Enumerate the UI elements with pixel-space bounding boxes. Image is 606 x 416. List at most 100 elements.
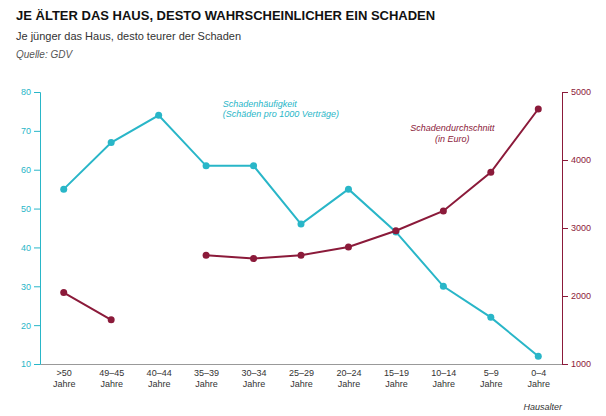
marks	[60, 106, 542, 360]
text-line: Jahre	[100, 379, 123, 389]
x-tick: 10–14Jahre	[431, 364, 456, 389]
series-label: Schadenhäufigkeit(Schäden pro 1000 Vert…	[223, 99, 339, 120]
text-line: >50	[57, 368, 72, 378]
y-tick-label: 40	[21, 243, 31, 253]
x-tick: 5–9Jahre	[480, 364, 503, 389]
x-tick-label: 20–24Jahre	[336, 368, 361, 389]
point	[298, 221, 305, 228]
tick-mark	[562, 160, 568, 161]
point	[250, 255, 257, 262]
text-line: 5–9	[484, 368, 499, 378]
point	[535, 353, 542, 360]
x-tick-label: 0–4Jahre	[528, 368, 551, 389]
text-line: Schadendurchschnitt	[410, 123, 495, 133]
point	[535, 106, 542, 113]
x-tick-label: 15–19Jahre	[384, 368, 409, 389]
text-line: 35–39	[194, 368, 219, 378]
text-line: (in Euro)	[435, 134, 470, 144]
x-tick-label: 30–34Jahre	[242, 368, 267, 389]
text-line: 10–14	[431, 368, 456, 378]
point	[203, 252, 210, 259]
y2-tick-label: 1000	[571, 359, 591, 369]
y-tick: 40	[21, 243, 40, 253]
point	[108, 139, 115, 146]
axis-line	[563, 93, 569, 365]
text-line: 49–45	[99, 368, 124, 378]
point	[345, 244, 352, 251]
plot: >50Jahre49–45Jahre40–44Jahre35–39Jahre30…	[21, 87, 591, 389]
x-tick: >50Jahre	[53, 364, 76, 389]
title: JE ÄLTER DAS HAUS, DESTO WAHRSCHEINLICHE…	[16, 8, 435, 23]
x-tick-label: 49–45Jahre	[99, 368, 124, 389]
y-tick-label: 30	[21, 282, 31, 292]
y2-tick: 1000	[562, 359, 591, 369]
text-line: Jahre	[338, 379, 361, 389]
y2-tick: 5000	[562, 87, 591, 97]
text-line: 20–24	[336, 368, 361, 378]
point	[440, 283, 447, 290]
point	[108, 316, 115, 323]
series-label: Schadendurchschnitt(in Euro)	[410, 123, 495, 144]
point	[487, 169, 494, 176]
y-tick: 70	[21, 126, 40, 136]
x-tick: 15–19Jahre	[384, 364, 409, 389]
y-tick: 20	[21, 321, 40, 331]
point	[487, 314, 494, 321]
y2-tick-label: 2000	[571, 291, 591, 301]
y2-tick: 3000	[562, 223, 591, 233]
x-tick: 0–4Jahre	[528, 364, 551, 389]
text-line: Jahre	[385, 379, 408, 389]
x-tick-label: >50Jahre	[53, 368, 76, 389]
tick-mark	[34, 247, 40, 248]
tick-mark	[34, 325, 40, 326]
x-axis-title: Hausalter	[523, 402, 563, 412]
y-axis-left: 10 20 30 40 50 60 70 80	[21, 87, 41, 369]
x-tick: 49–45Jahre	[99, 364, 124, 389]
series-line	[64, 115, 539, 356]
x-tick: 30–34Jahre	[242, 364, 267, 389]
axis-line	[41, 364, 563, 365]
text-line: (Schäden pro 1000 Verträge)	[223, 109, 339, 119]
subtitle: Je jünger das Haus, desto teurer der Sch…	[16, 30, 241, 42]
y-tick: 30	[21, 282, 40, 292]
text-line: Jahre	[195, 379, 218, 389]
x-tick: 40–44Jahre	[147, 364, 172, 389]
point	[440, 208, 447, 215]
chart: JE ÄLTER DAS HAUS, DESTO WAHRSCHEINLICHE…	[0, 0, 606, 416]
y-tick-label: 70	[21, 126, 31, 136]
text-line: 30–34	[242, 368, 267, 378]
text-line: Jahre	[243, 379, 266, 389]
tick-mark	[34, 92, 40, 93]
text-line: 15–19	[384, 368, 409, 378]
text-line: 25–29	[289, 368, 314, 378]
y-tick-label: 50	[21, 204, 31, 214]
text-line: Jahre	[148, 379, 171, 389]
point	[345, 186, 352, 193]
y-tick: 80	[21, 87, 40, 97]
text-line: 0–4	[531, 368, 546, 378]
x-tick-label: 25–29Jahre	[289, 368, 314, 389]
x-tick-label: 10–14Jahre	[431, 368, 456, 389]
tick-mark	[34, 286, 40, 287]
tick-mark	[34, 209, 40, 210]
point	[60, 289, 67, 296]
point	[250, 162, 257, 169]
y-tick: 50	[21, 204, 40, 214]
source: Quelle: GDV	[16, 49, 73, 60]
y2-tick: 2000	[562, 291, 591, 301]
y2-tick-label: 3000	[571, 223, 591, 233]
text-line: Jahre	[433, 379, 456, 389]
y-tick-label: 60	[21, 165, 31, 175]
point	[60, 186, 67, 193]
y-tick: 60	[21, 165, 40, 175]
y-tick: 10	[21, 359, 40, 369]
x-axis: >50Jahre49–45Jahre40–44Jahre35–39Jahre30…	[41, 364, 563, 389]
tick-mark	[34, 170, 40, 171]
y-axis-right: 10002000300040005000	[562, 87, 591, 369]
x-tick-label: 5–9Jahre	[480, 368, 503, 389]
point	[203, 162, 210, 169]
y-tick-label: 80	[21, 87, 31, 97]
text-line: Jahre	[528, 379, 551, 389]
x-tick-label: 40–44Jahre	[147, 368, 172, 389]
x-tick: 25–29Jahre	[289, 364, 314, 389]
